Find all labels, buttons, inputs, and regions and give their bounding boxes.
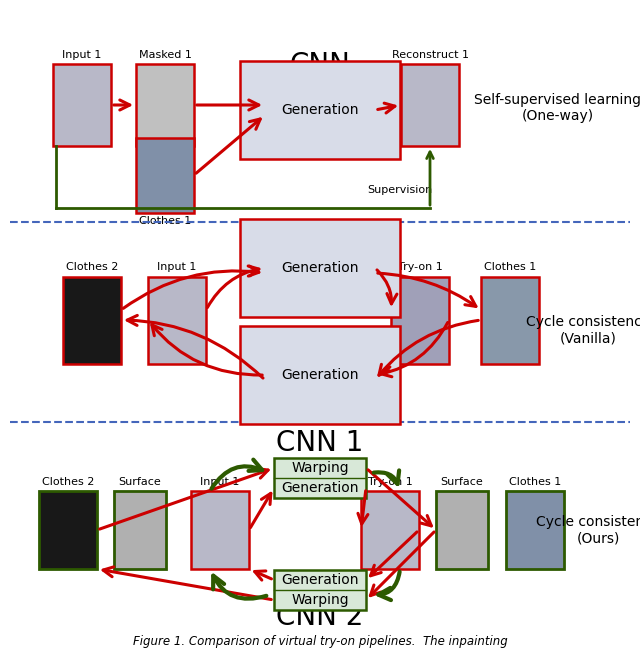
FancyBboxPatch shape [136, 137, 194, 212]
Text: Surface: Surface [440, 477, 483, 487]
Text: CNN 1: CNN 1 [276, 229, 364, 257]
Text: Reconstruct 1: Reconstruct 1 [392, 50, 468, 60]
FancyBboxPatch shape [63, 277, 121, 363]
Text: CNN 1: CNN 1 [276, 429, 364, 457]
Text: Warping: Warping [291, 461, 349, 475]
Text: Clothes 1: Clothes 1 [139, 217, 191, 227]
Text: Clothes 1: Clothes 1 [509, 477, 561, 487]
Text: CNN: CNN [289, 51, 351, 79]
FancyBboxPatch shape [436, 491, 488, 569]
Text: Generation: Generation [281, 261, 359, 275]
Text: CNN 2: CNN 2 [276, 603, 364, 631]
FancyBboxPatch shape [391, 277, 449, 363]
Text: Generation: Generation [281, 368, 359, 382]
FancyBboxPatch shape [274, 458, 366, 498]
FancyBboxPatch shape [401, 64, 459, 146]
Text: Generation: Generation [281, 573, 359, 587]
Text: Figure 1. Comparison of virtual try-on pipelines.  The inpainting: Figure 1. Comparison of virtual try-on p… [132, 635, 508, 648]
FancyBboxPatch shape [191, 491, 249, 569]
FancyBboxPatch shape [148, 277, 206, 363]
Text: Supervision: Supervision [367, 185, 433, 195]
FancyBboxPatch shape [114, 491, 166, 569]
Text: Try-on 1: Try-on 1 [367, 477, 412, 487]
Text: Clothes 2: Clothes 2 [42, 477, 94, 487]
Text: Clothes 1: Clothes 1 [484, 262, 536, 273]
Text: Warping: Warping [291, 593, 349, 607]
FancyBboxPatch shape [506, 491, 564, 569]
Text: Surface: Surface [118, 477, 161, 487]
Text: Cycle consistency
(Vanilla): Cycle consistency (Vanilla) [526, 315, 640, 345]
FancyBboxPatch shape [481, 277, 539, 363]
Text: Masked 1: Masked 1 [139, 50, 191, 60]
Text: Generation: Generation [281, 481, 359, 495]
Text: Generation: Generation [281, 103, 359, 117]
Text: Self-supervised learning
(One-way): Self-supervised learning (One-way) [474, 93, 640, 123]
Text: Try-on 1: Try-on 1 [397, 262, 442, 273]
FancyBboxPatch shape [361, 491, 419, 569]
Text: CNN 2: CNN 2 [276, 395, 364, 423]
Text: Input 1: Input 1 [62, 50, 102, 60]
FancyBboxPatch shape [136, 64, 194, 146]
Text: Input 1: Input 1 [157, 262, 196, 273]
FancyBboxPatch shape [274, 570, 366, 610]
FancyBboxPatch shape [39, 491, 97, 569]
Text: Input 1: Input 1 [200, 477, 240, 487]
Text: Clothes 2: Clothes 2 [66, 262, 118, 273]
FancyBboxPatch shape [53, 64, 111, 146]
Text: Cycle consistency
(Ours): Cycle consistency (Ours) [536, 515, 640, 545]
